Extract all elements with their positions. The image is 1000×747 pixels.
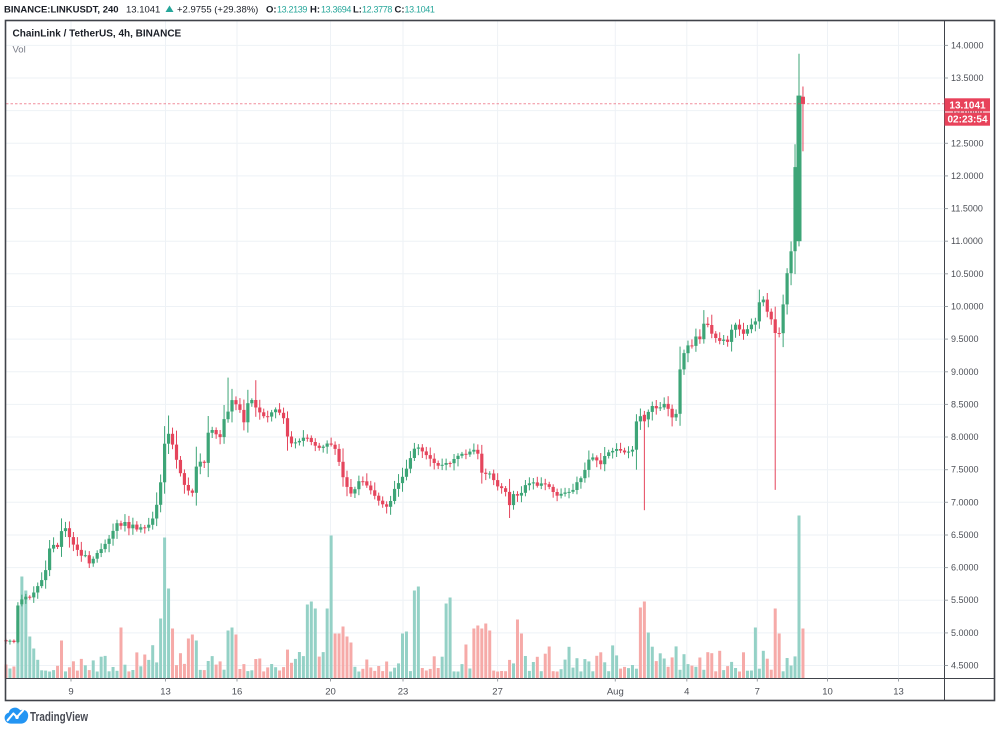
svg-text:27: 27 (492, 687, 503, 698)
svg-text:20: 20 (325, 687, 336, 698)
svg-text:16: 16 (232, 687, 243, 698)
svg-text:13.5000: 13.5000 (951, 73, 984, 83)
svg-text:6.0000: 6.0000 (951, 563, 979, 573)
svg-text:7.0000: 7.0000 (951, 497, 979, 507)
svg-text:H:: H: (310, 5, 320, 16)
svg-text:9: 9 (68, 687, 73, 698)
svg-text:6.5000: 6.5000 (951, 530, 979, 540)
svg-text:Vol: Vol (13, 45, 26, 56)
svg-text:11.5000: 11.5000 (951, 204, 983, 214)
svg-text:9.0000: 9.0000 (951, 367, 979, 377)
svg-text:ChainLink / TetherUS, 4h, BINA: ChainLink / TetherUS, 4h, BINANCE (13, 29, 182, 40)
svg-text:13.1041: 13.1041 (405, 5, 435, 15)
svg-text:4: 4 (684, 687, 689, 698)
svg-text:23: 23 (398, 687, 409, 698)
svg-text:5.5000: 5.5000 (951, 595, 979, 605)
svg-text:12.3778: 12.3778 (362, 5, 392, 15)
svg-text:10.0000: 10.0000 (951, 302, 984, 312)
svg-text:TradingView: TradingView (30, 710, 88, 724)
svg-text:12.0000: 12.0000 (951, 171, 984, 181)
svg-text:7: 7 (755, 687, 760, 698)
svg-text:13: 13 (160, 687, 171, 698)
svg-text:7.5000: 7.5000 (951, 465, 979, 475)
svg-text:Aug: Aug (607, 687, 624, 698)
svg-text:13.1041: 13.1041 (126, 5, 160, 16)
svg-text:02:23:54: 02:23:54 (947, 115, 987, 126)
svg-text:14.0000: 14.0000 (951, 40, 984, 50)
svg-text:13: 13 (893, 687, 904, 698)
svg-text:13.3694: 13.3694 (321, 5, 351, 15)
svg-text:8.0000: 8.0000 (951, 432, 979, 442)
svg-text:8.5000: 8.5000 (951, 399, 979, 409)
svg-text:13.1041: 13.1041 (949, 100, 986, 111)
svg-text:+2.9755 (+29.38%): +2.9755 (+29.38%) (177, 5, 258, 16)
svg-text:L:: L: (353, 5, 362, 16)
svg-text:10.5000: 10.5000 (951, 269, 984, 279)
svg-text:10: 10 (822, 687, 833, 698)
svg-text:4.5000: 4.5000 (951, 661, 979, 671)
svg-text:11.0000: 11.0000 (951, 236, 983, 246)
svg-text:12.5000: 12.5000 (951, 138, 984, 148)
svg-text:BINANCE:LINKUSDT, 240: BINANCE:LINKUSDT, 240 (4, 5, 119, 16)
svg-text:C:: C: (395, 5, 405, 16)
svg-text:9.5000: 9.5000 (951, 334, 979, 344)
svg-text:5.0000: 5.0000 (951, 628, 979, 638)
svg-text:13.2139: 13.2139 (277, 5, 307, 15)
svg-text:O:: O: (266, 5, 277, 16)
